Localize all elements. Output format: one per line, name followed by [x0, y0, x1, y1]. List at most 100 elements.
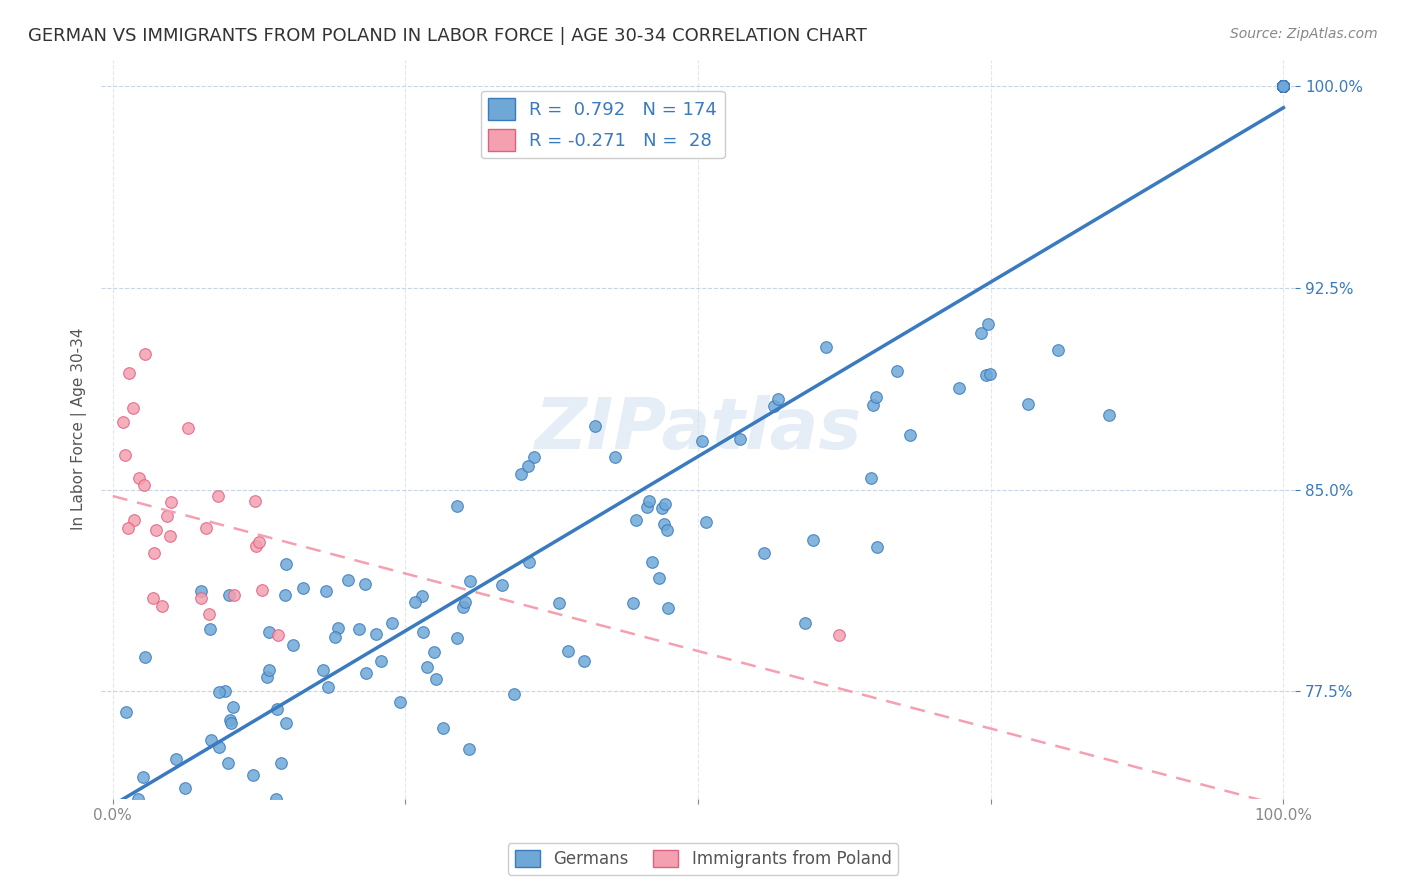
- Germans: [1272, 79, 1295, 94]
- Germans: [1272, 79, 1295, 94]
- Germans: [583, 419, 606, 434]
- Immigrants from Poland: [112, 416, 135, 430]
- Germans: [651, 500, 673, 515]
- Germans: [1272, 79, 1295, 94]
- Immigrants from Poland: [142, 591, 165, 606]
- Germans: [1272, 79, 1295, 94]
- Germans: [1272, 79, 1295, 94]
- Germans: [454, 595, 477, 609]
- Immigrants from Poland: [117, 521, 139, 535]
- Immigrants from Poland: [827, 628, 849, 642]
- Germans: [1272, 79, 1295, 94]
- Germans: [458, 742, 481, 756]
- Germans: [411, 590, 433, 604]
- Germans: [1272, 79, 1295, 94]
- Germans: [1272, 79, 1295, 94]
- Germans: [1272, 79, 1295, 94]
- Germans: [1017, 397, 1039, 411]
- Germans: [312, 663, 335, 677]
- Germans: [1272, 79, 1295, 94]
- Germans: [1272, 79, 1295, 94]
- Germans: [1272, 79, 1295, 94]
- Immigrants from Poland: [160, 494, 183, 508]
- Germans: [1098, 408, 1121, 422]
- Germans: [695, 515, 717, 529]
- Germans: [1272, 79, 1295, 94]
- Germans: [165, 752, 187, 766]
- Germans: [865, 390, 887, 404]
- Germans: [1272, 79, 1295, 94]
- Germans: [1272, 79, 1295, 94]
- Germans: [1272, 79, 1295, 94]
- Germans: [219, 713, 242, 727]
- Germans: [422, 645, 444, 659]
- Germans: [208, 684, 231, 698]
- Germans: [641, 555, 664, 569]
- Germans: [1272, 79, 1295, 94]
- Immigrants from Poland: [128, 471, 150, 485]
- Germans: [276, 716, 298, 731]
- Germans: [1272, 79, 1295, 94]
- Germans: [1272, 79, 1295, 94]
- Germans: [1272, 79, 1295, 94]
- Germans: [337, 573, 360, 587]
- Germans: [948, 381, 970, 395]
- Germans: [1272, 79, 1295, 94]
- Germans: [814, 340, 837, 354]
- Text: Source: ZipAtlas.com: Source: ZipAtlas.com: [1230, 27, 1378, 41]
- Germans: [370, 654, 392, 668]
- Germans: [1272, 79, 1295, 94]
- Germans: [752, 546, 775, 560]
- Germans: [1272, 79, 1295, 94]
- Germans: [1272, 79, 1295, 94]
- Germans: [174, 780, 197, 795]
- Legend: Germans, Immigrants from Poland: Germans, Immigrants from Poland: [508, 843, 898, 875]
- Germans: [1272, 79, 1295, 94]
- Germans: [523, 450, 546, 464]
- Germans: [898, 428, 921, 442]
- Germans: [638, 494, 661, 508]
- Germans: [1272, 79, 1295, 94]
- Germans: [1272, 79, 1295, 94]
- Germans: [1272, 79, 1295, 94]
- Germans: [270, 756, 292, 771]
- Germans: [1272, 79, 1295, 94]
- Germans: [1272, 79, 1295, 94]
- Germans: [1272, 79, 1295, 94]
- Germans: [1272, 79, 1295, 94]
- Immigrants from Poland: [150, 599, 173, 614]
- Germans: [256, 670, 278, 684]
- Germans: [190, 584, 212, 599]
- Germans: [1272, 79, 1295, 94]
- Germans: [1272, 79, 1295, 94]
- Germans: [866, 540, 889, 554]
- Germans: [548, 597, 571, 611]
- Germans: [557, 644, 579, 658]
- Germans: [517, 458, 540, 473]
- Germans: [388, 695, 411, 709]
- Immigrants from Poland: [207, 489, 229, 503]
- Germans: [326, 621, 349, 635]
- Germans: [432, 721, 454, 735]
- Germans: [315, 584, 337, 599]
- Germans: [728, 433, 751, 447]
- Text: ZIPatlas: ZIPatlas: [534, 394, 862, 464]
- Germans: [354, 576, 377, 591]
- Germans: [502, 687, 524, 701]
- Germans: [1272, 79, 1295, 94]
- Germans: [1272, 79, 1295, 94]
- Germans: [458, 574, 481, 588]
- Germans: [318, 680, 340, 694]
- Y-axis label: In Labor Force | Age 30-34: In Labor Force | Age 30-34: [72, 328, 87, 531]
- Germans: [624, 513, 647, 527]
- Germans: [266, 702, 288, 716]
- Germans: [1272, 79, 1295, 94]
- Germans: [1272, 79, 1295, 94]
- Germans: [416, 660, 439, 674]
- Germans: [623, 596, 645, 610]
- Germans: [323, 630, 346, 644]
- Germans: [517, 555, 540, 569]
- Germans: [1272, 79, 1295, 94]
- Germans: [134, 649, 156, 664]
- Germans: [1272, 79, 1295, 94]
